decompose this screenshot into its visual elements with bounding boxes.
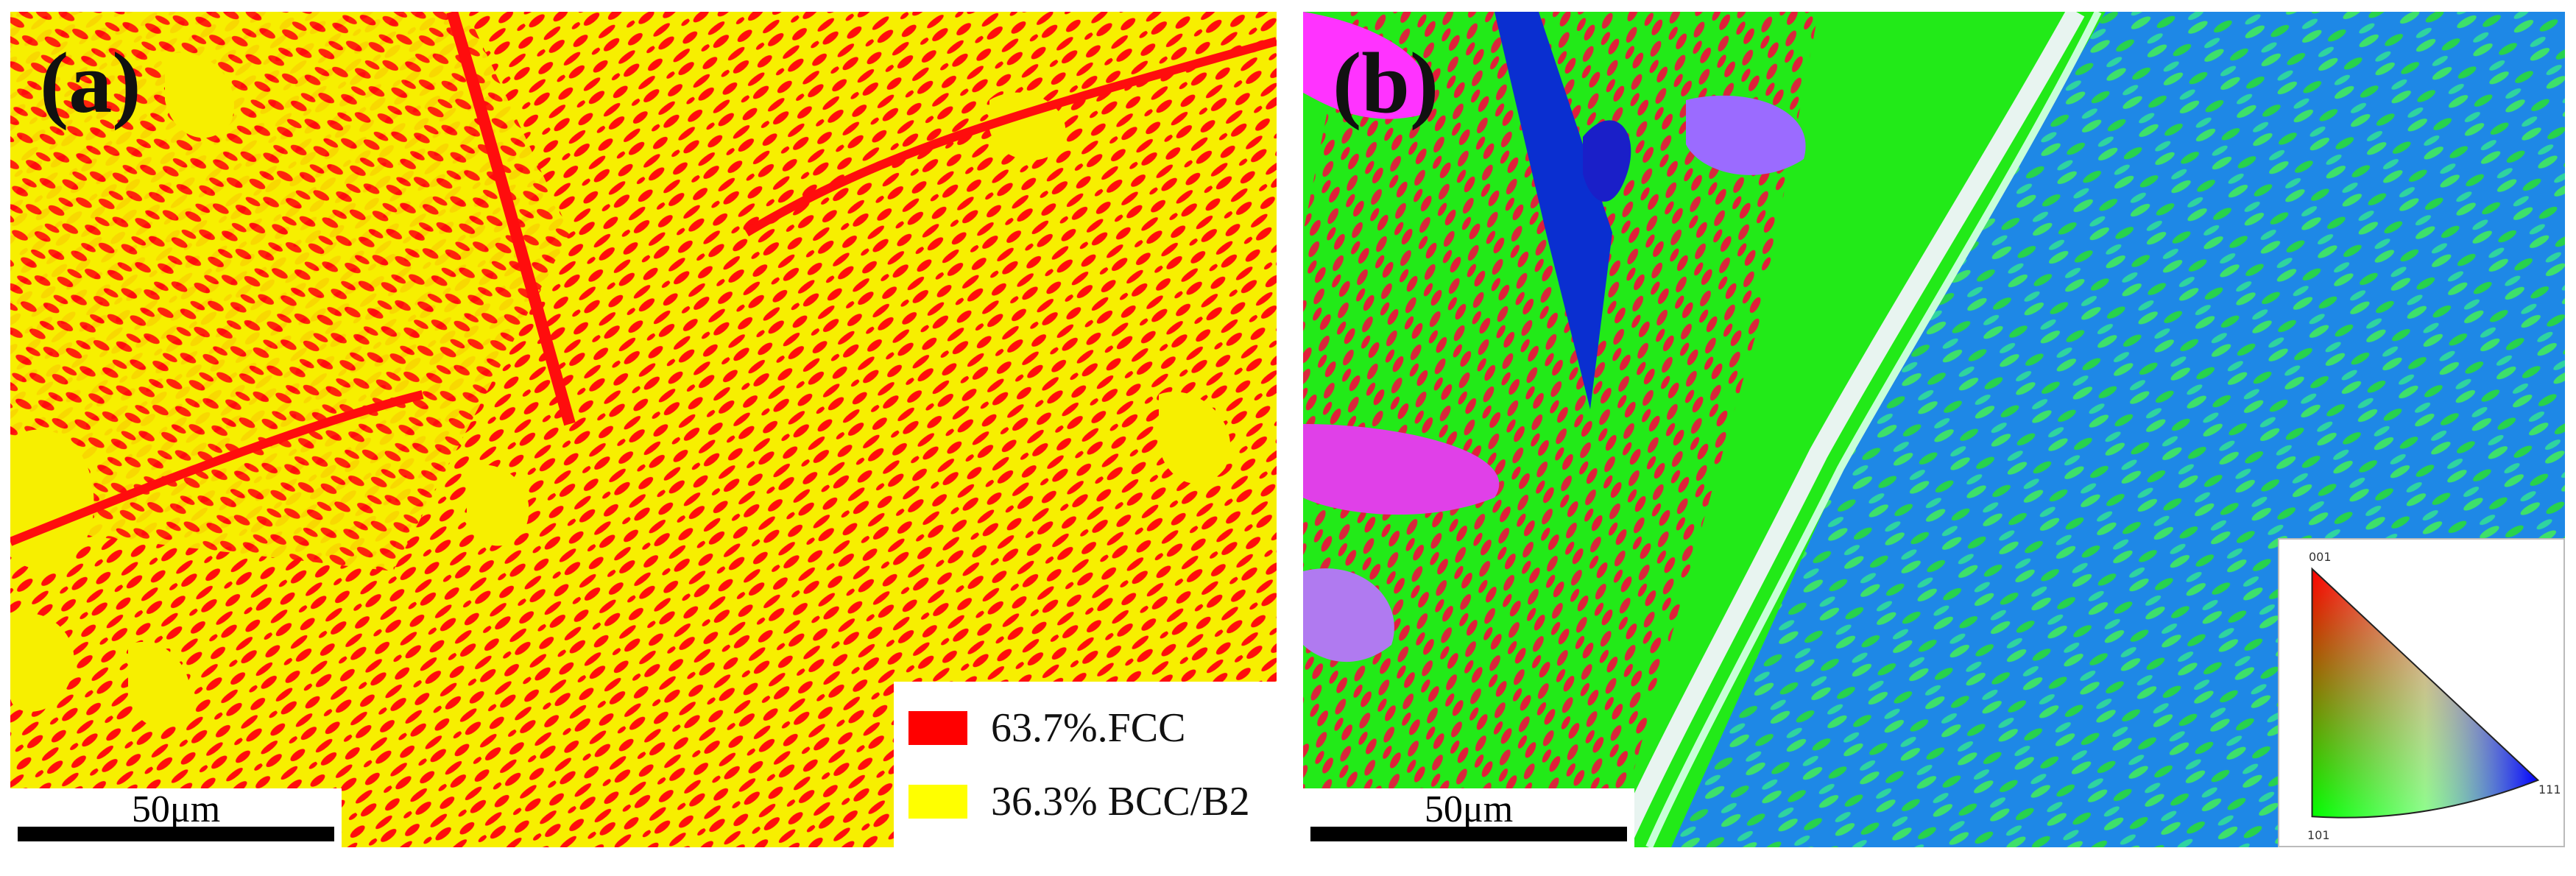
legend-label-bcc: 36.3% BCC/B2 bbox=[991, 779, 1250, 824]
panel-b-label: (b) bbox=[1333, 35, 1439, 131]
ipf-color-key: 001 101 111 bbox=[2278, 538, 2565, 847]
ipf-triangle bbox=[2311, 567, 2540, 819]
ipf-label-001: 001 bbox=[2309, 550, 2332, 564]
legend-item-fcc: 63.7%.FCC bbox=[908, 695, 1186, 761]
ipf-label-111: 111 bbox=[2538, 783, 2561, 796]
phase-map-image bbox=[10, 12, 1277, 847]
ipf-map-panel: (b) 50μm 001 101 111 bbox=[1303, 12, 2565, 847]
scale-bar-label: 50μm bbox=[1424, 788, 1514, 830]
ipf-map-image bbox=[1303, 12, 2565, 847]
ipf-label-101: 101 bbox=[2307, 828, 2330, 842]
legend-swatch-fcc bbox=[908, 711, 967, 745]
phase-legend: 63.7%.FCC 36.3% BCC/B2 bbox=[894, 682, 1277, 847]
scale-bar-line bbox=[18, 827, 334, 841]
scale-bar-label: 50μm bbox=[131, 788, 221, 830]
scale-bar-line bbox=[1310, 827, 1627, 841]
scale-bar: 50μm bbox=[1303, 788, 1634, 847]
legend-label-fcc: 63.7%.FCC bbox=[991, 705, 1186, 751]
legend-item-bcc: 36.3% BCC/B2 bbox=[908, 769, 1250, 835]
scale-bar: 50μm bbox=[10, 788, 342, 847]
phase-map-panel: (a) 50μm 63.7%.FCC 36.3% BCC/B2 bbox=[10, 12, 1277, 847]
panel-a-label: (a) bbox=[40, 35, 141, 131]
legend-swatch-bcc bbox=[908, 785, 967, 819]
